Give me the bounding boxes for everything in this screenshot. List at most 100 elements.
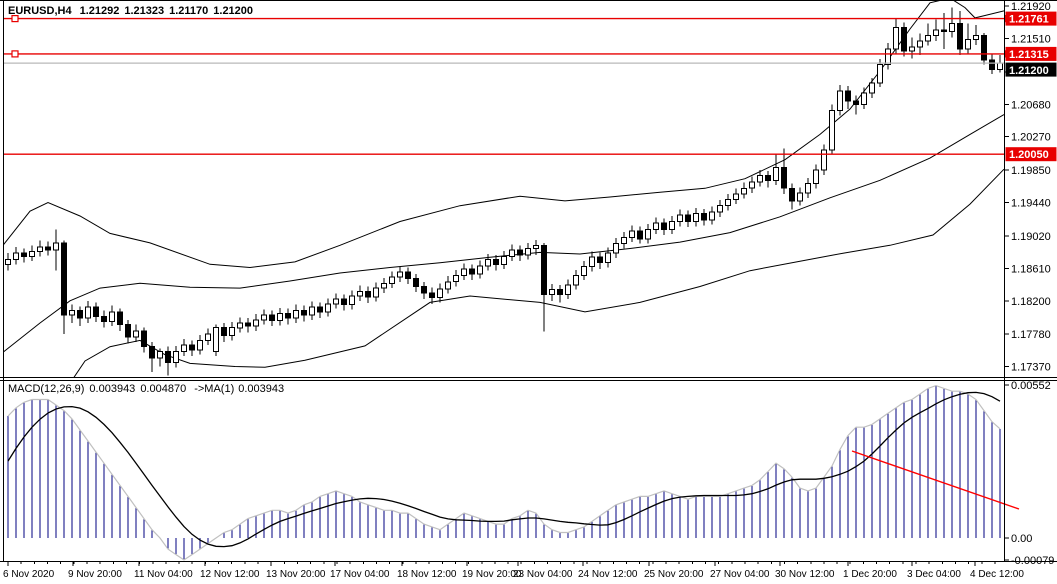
candle-121: [973, 25, 979, 45]
bollinger-middle-band: [4, 114, 1004, 353]
candle-31: [253, 314, 259, 331]
price-tick-label: 1.17370: [1011, 362, 1051, 374]
candle-23: [189, 340, 195, 357]
candle-72: [581, 261, 587, 281]
level-price-box-2: 1.21315: [1005, 46, 1057, 61]
macd-ma-name: ->MA(1): [194, 383, 234, 395]
candle-3: [29, 245, 35, 262]
candle-39: [317, 302, 323, 319]
svg-text:1.20050: 1.20050: [1009, 149, 1049, 161]
candle-40: [325, 298, 331, 317]
time-tick-label: 6 Nov 2020: [3, 569, 55, 580]
candle-71: [573, 269, 579, 290]
candle-88: [709, 206, 715, 225]
high-value: 1.21323: [124, 5, 164, 17]
candle-26: [213, 324, 219, 357]
candle-91: [733, 188, 739, 205]
chart-frame: [0, 0, 1057, 562]
svg-text:1.21315: 1.21315: [1009, 49, 1049, 61]
candle-102: [821, 144, 827, 175]
candle-83: [669, 216, 675, 235]
candle-21: [173, 345, 179, 368]
candle-2: [21, 248, 27, 263]
svg-text:1.21761: 1.21761: [1009, 14, 1049, 26]
macd-descending-trendline[interactable]: [851, 450, 1020, 510]
candle-110: [885, 43, 891, 70]
horizontal-level-lines: [3, 15, 1012, 155]
macd-signal-line: [7, 391, 1001, 548]
time-tick-label: 9 Nov 20:00: [68, 569, 122, 580]
candle-52: [421, 281, 427, 300]
line-handle[interactable]: [11, 15, 19, 23]
ohlc-header: EURUSD,H4 1.21292 1.21323 1.21170 1.21200: [8, 5, 253, 17]
macd-signal-value: 0.004870: [140, 383, 186, 395]
candle-22: [181, 338, 187, 357]
level-price-box-3: 1.20050: [1005, 147, 1057, 162]
candle-12: [101, 310, 107, 328]
candle-41: [333, 293, 339, 309]
candle-25: [205, 328, 211, 346]
candle-109: [877, 59, 883, 87]
candle-16: [133, 324, 139, 342]
candle-9: [77, 306, 83, 327]
close-value: 1.21200: [213, 5, 253, 17]
candle-15: [125, 319, 131, 344]
candle-17: [141, 327, 147, 353]
price-tick-label: 1.19850: [1011, 165, 1051, 177]
macd-tick-label: 0.00552: [1011, 380, 1051, 392]
price-axis[interactable]: 1.219201.215101.210901.206801.202701.198…: [1004, 1, 1057, 374]
time-tick-label: 3 Dec 04:00: [907, 569, 961, 580]
candle-51: [413, 273, 419, 293]
candle-35: [285, 308, 291, 325]
candle-68: [549, 284, 555, 301]
candle-19: [157, 348, 163, 367]
candle-55: [445, 276, 451, 294]
candle-74: [597, 252, 603, 270]
candle-84: [677, 209, 683, 227]
candle-107: [861, 87, 867, 109]
candle-37: [301, 305, 307, 322]
candle-105: [845, 86, 851, 109]
candle-48: [389, 271, 395, 289]
candle-76: [613, 238, 619, 258]
time-tick-label: 17 Nov 04:00: [330, 569, 390, 580]
time-tick-label: 19 Nov 20:00: [462, 569, 522, 580]
price-tick-label: 1.19440: [1011, 198, 1051, 210]
line-handle[interactable]: [11, 50, 19, 58]
candle-78: [629, 225, 635, 243]
candle-34: [277, 307, 283, 326]
candle-30: [245, 318, 251, 333]
candle-32: [261, 309, 267, 325]
candle-115: [925, 23, 931, 46]
candle-81: [653, 217, 659, 235]
candle-70: [565, 279, 571, 300]
price-tick-label: 1.17780: [1011, 329, 1051, 341]
candle-97: [781, 148, 787, 194]
time-tick-label: 30 Nov 12:00: [775, 569, 835, 580]
open-value: 1.21292: [80, 5, 120, 17]
candle-75: [605, 247, 611, 268]
candle-120: [965, 23, 971, 54]
candle-113: [909, 37, 915, 59]
symbol-period-label: EURUSD,H4: [8, 5, 72, 17]
candle-43: [349, 290, 355, 310]
candle-59: [477, 260, 483, 279]
candle-85: [685, 210, 691, 228]
time-axis[interactable]: 6 Nov 2020 9 Nov 20:00 11 Nov 04:00 12 Nov …: [3, 562, 1024, 580]
candle-4: [37, 240, 43, 257]
candle-77: [621, 231, 627, 249]
candle-67: [541, 242, 547, 332]
candle-79: [637, 226, 643, 244]
candle-116: [933, 19, 939, 41]
candle-57: [461, 263, 467, 281]
candle-6: [53, 229, 59, 271]
candle-54: [437, 283, 443, 303]
macd-axis: 0.00552 0.00 -0.00079: [1004, 380, 1054, 567]
candle-61: [493, 254, 499, 271]
macd-ma-value: 0.003943: [238, 383, 284, 395]
candle-63: [509, 244, 515, 262]
candle-56: [453, 269, 459, 287]
